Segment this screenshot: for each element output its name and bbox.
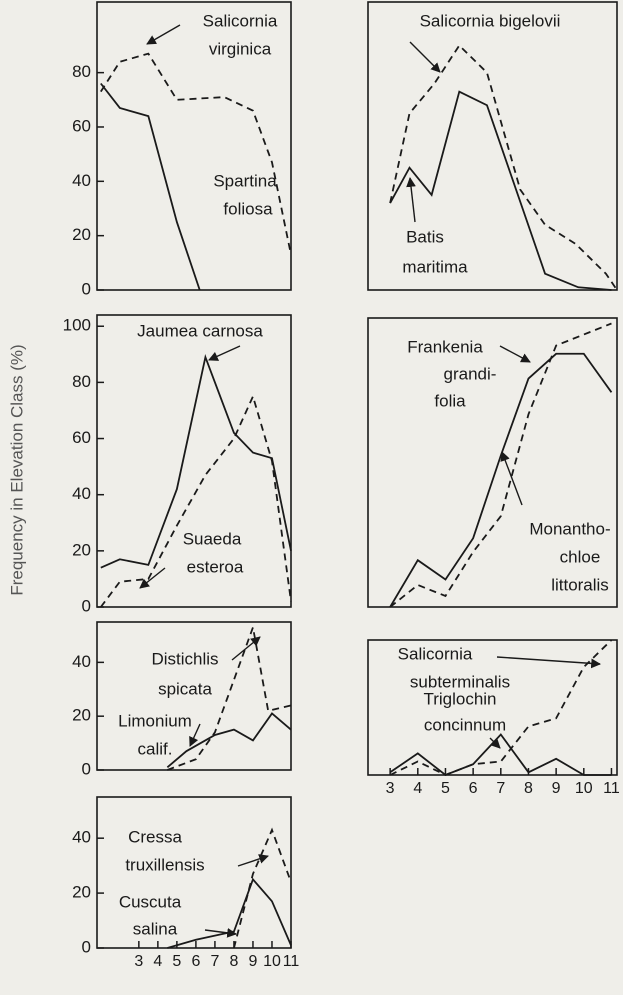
series-label: truxillensis xyxy=(125,855,204,874)
y-tick-label: 20 xyxy=(72,706,91,725)
series-label: Spartina xyxy=(213,171,277,190)
panel-frame xyxy=(96,1,292,291)
y-tick-label: 80 xyxy=(72,62,91,81)
series-label: Salicornia xyxy=(398,644,473,663)
x-tick-label: 7 xyxy=(496,780,505,797)
series-label: folia xyxy=(434,391,466,410)
label-arrow xyxy=(496,656,601,669)
series-label: Monantho- xyxy=(529,519,610,538)
series-label: Distichlis xyxy=(151,649,218,668)
series-line xyxy=(100,353,292,569)
series-label: Limonium xyxy=(118,711,192,730)
series-label: Cressa xyxy=(128,827,182,846)
series-label: Triglochin xyxy=(423,689,496,708)
series-line xyxy=(100,393,292,608)
x-tick-label: 9 xyxy=(552,780,561,797)
label-arrow xyxy=(139,567,166,589)
label-arrow xyxy=(499,345,531,363)
y-axis-label: Frequency in Elevation Class (%) xyxy=(7,344,26,595)
x-tick-label: 5 xyxy=(172,953,181,970)
series-line xyxy=(167,877,292,949)
series-line xyxy=(100,52,292,255)
x-tick-label: 10 xyxy=(575,780,593,797)
panel-frame xyxy=(367,317,618,608)
series-label: virginica xyxy=(209,39,272,58)
x-tick-label: 6 xyxy=(191,953,200,970)
x-tick-label: 6 xyxy=(469,780,478,797)
panel-frame xyxy=(96,796,292,949)
x-tick-label: 8 xyxy=(229,953,238,970)
series-label: Frankenia xyxy=(407,337,483,356)
label-arrow xyxy=(409,41,441,73)
panel-frame xyxy=(96,621,292,771)
y-tick-label: 20 xyxy=(72,883,91,902)
panel-frame xyxy=(96,314,292,608)
label-arrow xyxy=(189,723,201,747)
x-tick-label: 4 xyxy=(413,780,422,797)
series-line xyxy=(389,733,612,777)
series-line xyxy=(389,90,612,291)
label-arrow xyxy=(231,636,261,661)
series-line xyxy=(100,82,201,291)
panel-frame xyxy=(367,1,618,291)
y-tick-label: 0 xyxy=(82,596,91,615)
y-tick-label: 20 xyxy=(72,225,91,244)
series-line xyxy=(389,44,618,291)
y-tick-label: 40 xyxy=(72,484,91,503)
series-label: subterminalis xyxy=(410,672,510,691)
y-tick-label: 100 xyxy=(63,316,91,335)
y-tick-label: 0 xyxy=(82,937,91,956)
label-arrow xyxy=(146,24,181,45)
y-tick-label: 40 xyxy=(72,171,91,190)
x-tick-label: 11 xyxy=(283,953,300,970)
x-tick-label: 3 xyxy=(386,780,395,797)
x-tick-label: 11 xyxy=(603,780,620,797)
series-label: Salicornia xyxy=(203,11,278,30)
y-tick-label: 20 xyxy=(72,540,91,559)
x-tick-label: 10 xyxy=(263,953,281,970)
panel-frame xyxy=(367,639,618,776)
label-arrow xyxy=(237,854,269,867)
y-tick-label: 60 xyxy=(72,428,91,447)
x-tick-label: 8 xyxy=(524,780,533,797)
label-arrow xyxy=(208,345,241,361)
y-tick-label: 80 xyxy=(72,372,91,391)
x-tick-label: 7 xyxy=(210,953,219,970)
label-arrow xyxy=(406,177,416,223)
series-line xyxy=(233,827,292,949)
y-tick-label: 40 xyxy=(72,652,91,671)
series-label: spicata xyxy=(158,679,212,698)
y-tick-label: 40 xyxy=(72,828,91,847)
label-arrow xyxy=(489,737,501,749)
series-label: calif. xyxy=(138,739,173,758)
y-tick-label: 60 xyxy=(72,116,91,135)
series-label: Cuscuta xyxy=(119,892,182,911)
series-line xyxy=(389,322,612,608)
label-arrow xyxy=(500,451,523,506)
series-label: salina xyxy=(133,919,178,938)
series-label: littoralis xyxy=(551,575,609,594)
series-label: grandi- xyxy=(444,364,497,383)
series-label: Batis xyxy=(406,227,444,246)
x-tick-label: 4 xyxy=(153,953,162,970)
series-label: Salicornia bigelovii xyxy=(420,11,561,30)
series-label: foliosa xyxy=(223,199,273,218)
series-label: Jaumea carnosa xyxy=(137,321,263,340)
series-line xyxy=(389,352,613,608)
x-tick-label: 5 xyxy=(441,780,450,797)
series-label: esteroa xyxy=(187,557,244,576)
y-tick-label: 0 xyxy=(82,279,91,298)
series-label: chloe xyxy=(560,547,601,566)
label-arrow xyxy=(204,928,237,938)
series-line xyxy=(166,712,292,768)
series-label: maritima xyxy=(402,257,468,276)
series-line xyxy=(167,623,292,771)
x-tick-label: 3 xyxy=(134,953,143,970)
series-line xyxy=(389,639,613,776)
y-tick-label: 0 xyxy=(82,759,91,778)
x-tick-label: 9 xyxy=(249,953,258,970)
series-label: Suaeda xyxy=(183,529,242,548)
series-label: concinnum xyxy=(424,715,506,734)
